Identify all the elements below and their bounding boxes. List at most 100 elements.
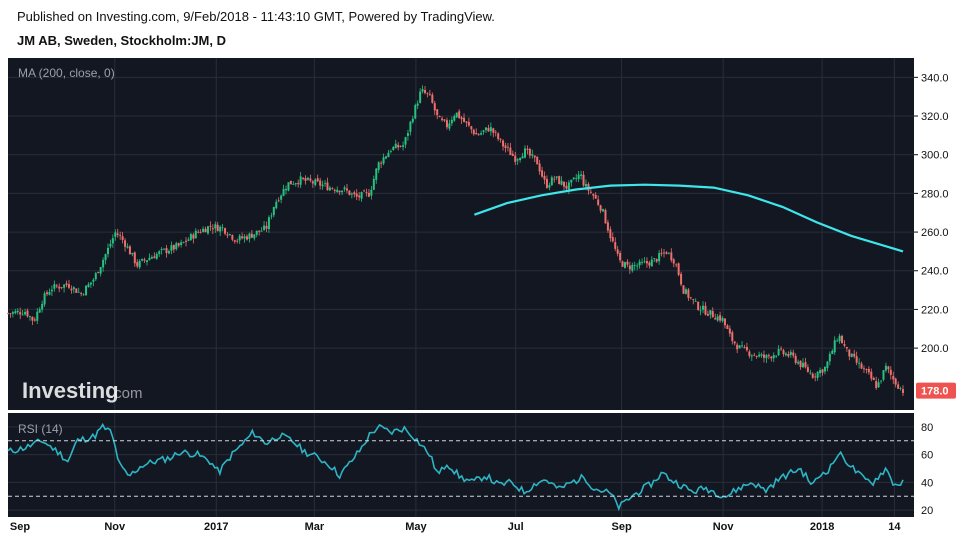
candle-body [541, 170, 544, 177]
candle-body [658, 253, 661, 262]
candle-body [828, 353, 831, 362]
candle-body [748, 351, 751, 356]
candle-body [185, 240, 188, 242]
candle-body [887, 366, 890, 370]
candle-body [238, 235, 241, 241]
candle-body [119, 235, 122, 237]
candle-body [782, 350, 785, 355]
candle-body [872, 377, 875, 381]
candle-body [211, 228, 214, 230]
candle-body [236, 240, 239, 242]
time-tick-label: 14 [888, 521, 901, 533]
candle-body [689, 297, 692, 299]
candle-body [616, 249, 619, 254]
candle-body [728, 328, 731, 334]
candle-body [153, 256, 156, 259]
candle-body [772, 355, 775, 359]
rsi-tick-label: 80 [921, 422, 933, 434]
candle-body [263, 225, 266, 230]
candle-body [172, 245, 175, 250]
candle-body [770, 356, 773, 359]
candle-body [106, 247, 109, 255]
candle-body [677, 263, 680, 275]
candle-body [831, 350, 834, 355]
candle-body [399, 146, 402, 147]
candle-body [521, 156, 524, 159]
candle-body [255, 230, 258, 235]
candle-body [343, 187, 346, 190]
rsi-axis[interactable]: 80 60 40 20 [921, 422, 933, 517]
candle-body [289, 180, 292, 185]
candle-body [894, 378, 897, 385]
time-tick-label: Nov [104, 521, 126, 533]
candle-body [104, 254, 107, 261]
candle-body [802, 362, 805, 368]
candle-body [738, 345, 741, 349]
rsi-indicator-label[interactable]: RSI (14) [18, 422, 63, 436]
rsi-line [7, 422, 904, 512]
candle-body [11, 312, 14, 314]
candle-body [202, 228, 205, 233]
time-axis[interactable]: Sep Nov 2017 Mar May Jul Sep Nov 2018 14 [10, 521, 901, 533]
candle-body [806, 367, 809, 372]
candle-body [509, 147, 512, 156]
ma-indicator-label[interactable]: MA (200, close, 0) [18, 66, 115, 80]
candle-body [641, 262, 644, 264]
candle-body [555, 176, 558, 178]
time-tick-label: 2017 [204, 521, 228, 533]
last-price-label: 178.0 [921, 386, 949, 398]
candle-body [136, 262, 139, 267]
candle-body [877, 382, 880, 388]
candle-body [94, 273, 97, 280]
candle-body [867, 368, 870, 373]
candle-body [392, 146, 395, 151]
candle-body [533, 155, 536, 158]
candle-body [277, 200, 280, 202]
candle-body [146, 260, 149, 262]
candle-body [560, 180, 563, 185]
candle-body [128, 246, 131, 255]
candle-body [606, 222, 609, 231]
candle-body [862, 368, 865, 370]
candle-body [43, 293, 46, 305]
candle-body [599, 205, 602, 211]
candle-body [348, 190, 351, 195]
candle-body [309, 178, 312, 181]
candle-body [650, 259, 653, 267]
candle-body [465, 121, 468, 123]
candle-body [177, 243, 180, 246]
candle-body [384, 156, 387, 159]
candle-body [833, 340, 836, 353]
candle-body [655, 258, 658, 262]
candle-body [684, 289, 687, 294]
candle-body [221, 227, 224, 229]
candle-body [311, 181, 314, 184]
candle-body [694, 301, 697, 302]
candle-body [265, 225, 268, 229]
candle-body [743, 346, 746, 348]
time-tick-label: Mar [305, 521, 325, 533]
candle-body [836, 340, 839, 342]
candle-body [902, 389, 904, 393]
candle-body [575, 178, 578, 180]
candle-body [792, 352, 795, 356]
candle-body [777, 348, 780, 356]
candle-body [89, 282, 92, 285]
time-tick-label: Sep [10, 521, 30, 533]
candle-body [416, 103, 419, 106]
candle-body [536, 156, 539, 165]
candle-body [253, 234, 256, 239]
candle-body [314, 179, 317, 185]
candle-body [870, 371, 873, 379]
candle-body [282, 188, 285, 196]
price-axis[interactable]: 340.0 320.0 300.0 280.0 260.0 240.0 220.0 200.0 [914, 72, 949, 355]
time-tick-label: May [405, 521, 427, 533]
candle-body [80, 293, 83, 294]
candle-body [150, 257, 153, 259]
candle-body [760, 354, 763, 356]
ma-200-line [474, 183, 904, 253]
candle-body [441, 118, 444, 121]
candle-body [648, 262, 651, 266]
candle-body [514, 155, 517, 162]
